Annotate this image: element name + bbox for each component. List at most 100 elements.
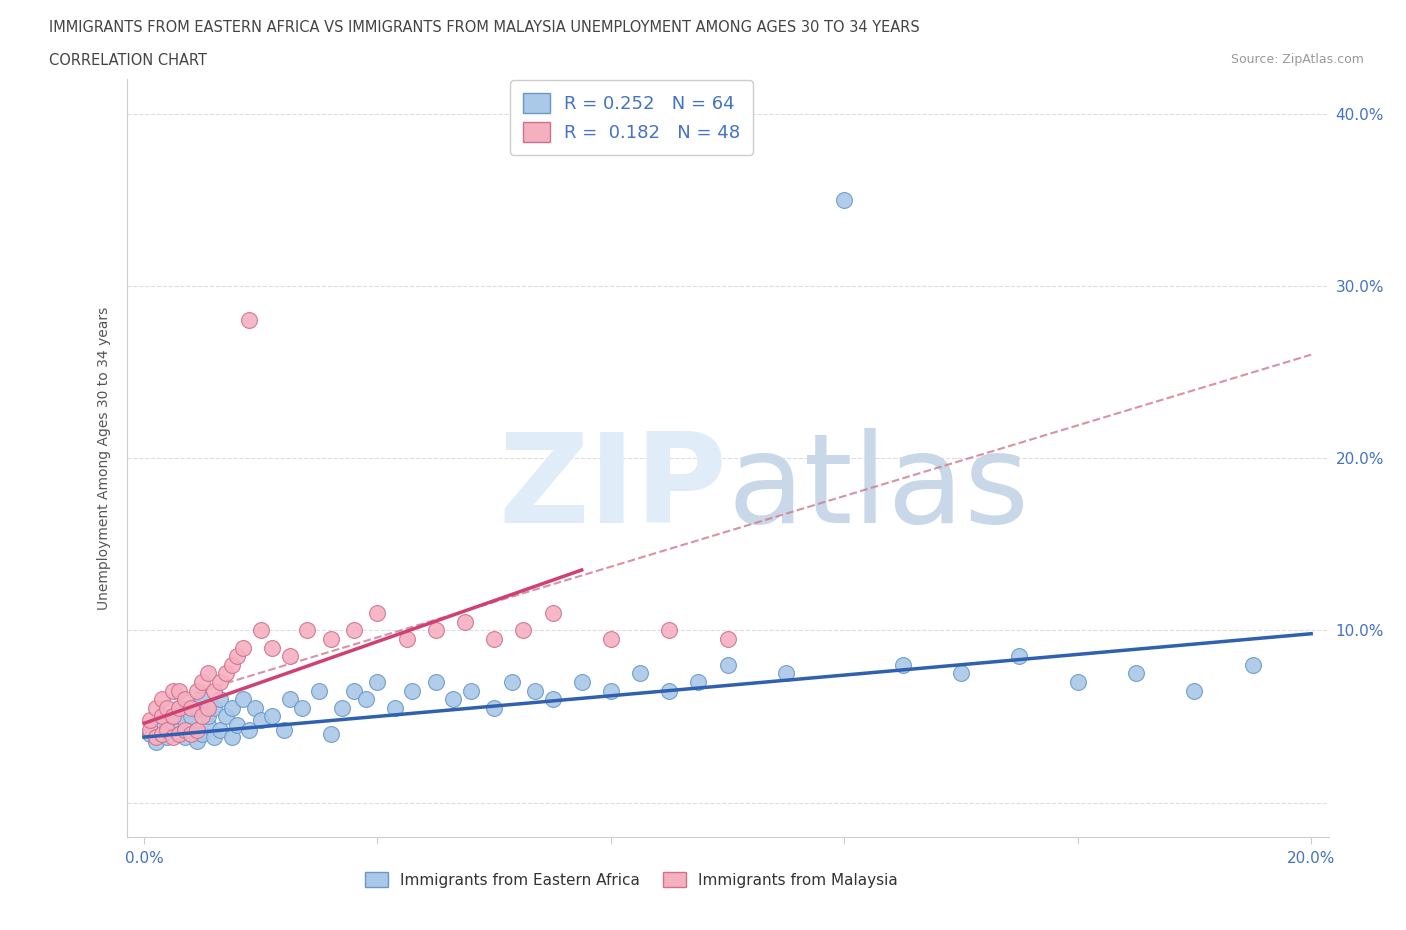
Point [571,674,593,689]
Point [174,712,197,727]
Point [208,692,231,707]
Point [599,631,621,646]
Point [156,700,179,715]
Point [197,718,219,733]
Point [291,700,314,715]
Point [162,709,184,724]
Point [716,631,740,646]
Text: IMMIGRANTS FROM EASTERN AFRICA VS IMMIGRANTS FROM MALAYSIA UNEMPLOYMENT AMONG AG: IMMIGRANTS FROM EASTERN AFRICA VS IMMIGR… [49,20,920,35]
Point [208,674,231,689]
Legend: Immigrants from Eastern Africa, Immigrants from Malaysia: Immigrants from Eastern Africa, Immigran… [359,866,904,894]
Text: atlas: atlas [728,428,1029,549]
Point [501,674,523,689]
Point [297,623,319,638]
Point [599,684,621,698]
Point [221,658,243,672]
Point [482,631,505,646]
Point [191,692,214,707]
Point [150,726,173,741]
Point [278,649,301,664]
Point [197,666,219,681]
Point [541,605,564,620]
Point [1125,666,1147,681]
Point [243,700,266,715]
Point [221,700,243,715]
Point [343,623,366,638]
Point [628,666,651,681]
Point [162,709,184,724]
Point [180,700,202,715]
Point [145,700,167,715]
Point [202,700,225,715]
Text: CORRELATION CHART: CORRELATION CHART [49,53,207,68]
Point [208,723,231,737]
Point [395,631,418,646]
Point [658,623,681,638]
Point [167,684,190,698]
Point [425,623,447,638]
Point [541,692,564,707]
Point [215,666,238,681]
Point [180,709,202,724]
Point [425,674,447,689]
Point [441,692,464,707]
Point [354,692,377,707]
Point [319,631,342,646]
Point [174,723,197,737]
Point [202,684,225,698]
Point [950,666,973,681]
Point [180,723,202,737]
Point [262,640,284,655]
Point [145,735,167,750]
Point [139,723,162,737]
Point [139,712,162,727]
Point [1067,674,1090,689]
Point [834,193,856,207]
Point [150,709,173,724]
Text: ZIP: ZIP [499,428,728,549]
Point [716,658,740,672]
Point [221,730,243,745]
Point [238,723,260,737]
Point [174,730,197,745]
Point [226,718,249,733]
Point [278,692,301,707]
Point [186,723,208,737]
Point [688,674,710,689]
Point [1241,658,1264,672]
Point [238,312,260,327]
Point [215,709,238,724]
Point [232,692,254,707]
Point [174,692,197,707]
Point [186,733,208,748]
Point [156,730,179,745]
Point [156,723,179,737]
Point [150,692,173,707]
Point [891,658,914,672]
Point [186,700,208,715]
Point [167,700,190,715]
Point [319,726,342,741]
Point [249,623,271,638]
Point [262,709,284,724]
Point [139,726,162,741]
Point [308,684,330,698]
Point [167,726,190,741]
Point [162,730,184,745]
Point [150,718,173,733]
Point [226,649,249,664]
Point [401,684,423,698]
Point [332,700,354,715]
Point [460,684,482,698]
Point [1008,649,1031,664]
Point [524,684,547,698]
Point [343,684,366,698]
Point [273,723,295,737]
Point [775,666,797,681]
Point [1184,684,1206,698]
Point [180,726,202,741]
Point [162,723,184,737]
Point [512,623,534,638]
Point [482,700,505,715]
Point [186,684,208,698]
